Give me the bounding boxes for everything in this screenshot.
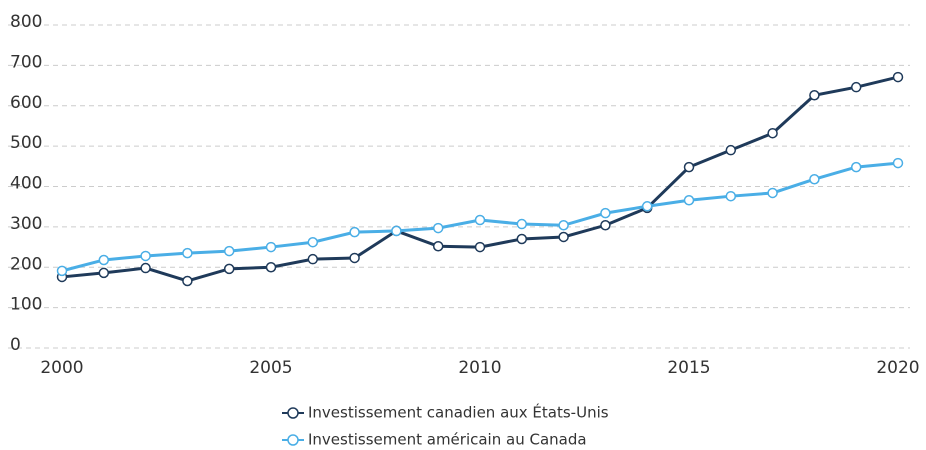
point xyxy=(767,187,778,199)
point xyxy=(850,81,862,93)
point xyxy=(307,253,319,265)
point xyxy=(767,127,778,139)
legend-marker xyxy=(287,407,299,419)
point xyxy=(223,245,235,257)
point xyxy=(432,241,444,252)
point xyxy=(725,144,737,156)
point xyxy=(56,265,68,277)
point xyxy=(474,214,486,226)
point xyxy=(265,241,277,253)
legend-label: Investissement américain au Canada xyxy=(308,431,587,449)
point xyxy=(558,220,569,231)
y-tick-label: 600 xyxy=(10,93,42,113)
point xyxy=(391,225,402,237)
point xyxy=(850,161,862,173)
point xyxy=(349,252,360,264)
point xyxy=(558,231,569,243)
point xyxy=(223,263,235,275)
point xyxy=(809,90,820,101)
y-tick-label: 800 xyxy=(10,12,42,32)
point xyxy=(98,254,110,266)
x-tick-label: 2000 xyxy=(40,358,83,378)
point xyxy=(265,262,277,273)
x-tick-label: 2010 xyxy=(458,358,501,378)
legend-label: Investissement canadien aux États-Unis xyxy=(308,403,609,422)
point xyxy=(809,173,820,185)
point xyxy=(892,71,904,83)
point xyxy=(98,267,110,279)
x-tick-label: 2015 xyxy=(667,358,710,378)
point xyxy=(725,190,737,202)
point xyxy=(140,262,151,274)
point xyxy=(600,207,611,219)
y-tick-label: 500 xyxy=(10,133,42,153)
x-tick-label: 2005 xyxy=(249,358,292,378)
y-tick-label: 100 xyxy=(10,295,42,315)
point xyxy=(600,220,611,231)
point xyxy=(307,236,319,248)
point xyxy=(349,226,360,238)
point xyxy=(516,233,528,245)
x-tick-label: 2020 xyxy=(876,358,919,378)
point xyxy=(892,157,904,169)
point xyxy=(683,194,695,206)
point xyxy=(474,241,486,253)
point xyxy=(432,222,444,234)
y-tick-label: 0 xyxy=(10,335,21,355)
point xyxy=(683,161,695,173)
point xyxy=(140,250,151,262)
y-tick-label: 700 xyxy=(10,52,42,72)
legend-marker xyxy=(287,434,299,446)
y-tick-label: 300 xyxy=(10,214,42,234)
point xyxy=(516,218,528,230)
point xyxy=(182,247,193,259)
point xyxy=(182,275,193,287)
y-tick-label: 200 xyxy=(10,254,42,274)
point xyxy=(641,201,653,212)
y-tick-label: 400 xyxy=(10,174,42,194)
